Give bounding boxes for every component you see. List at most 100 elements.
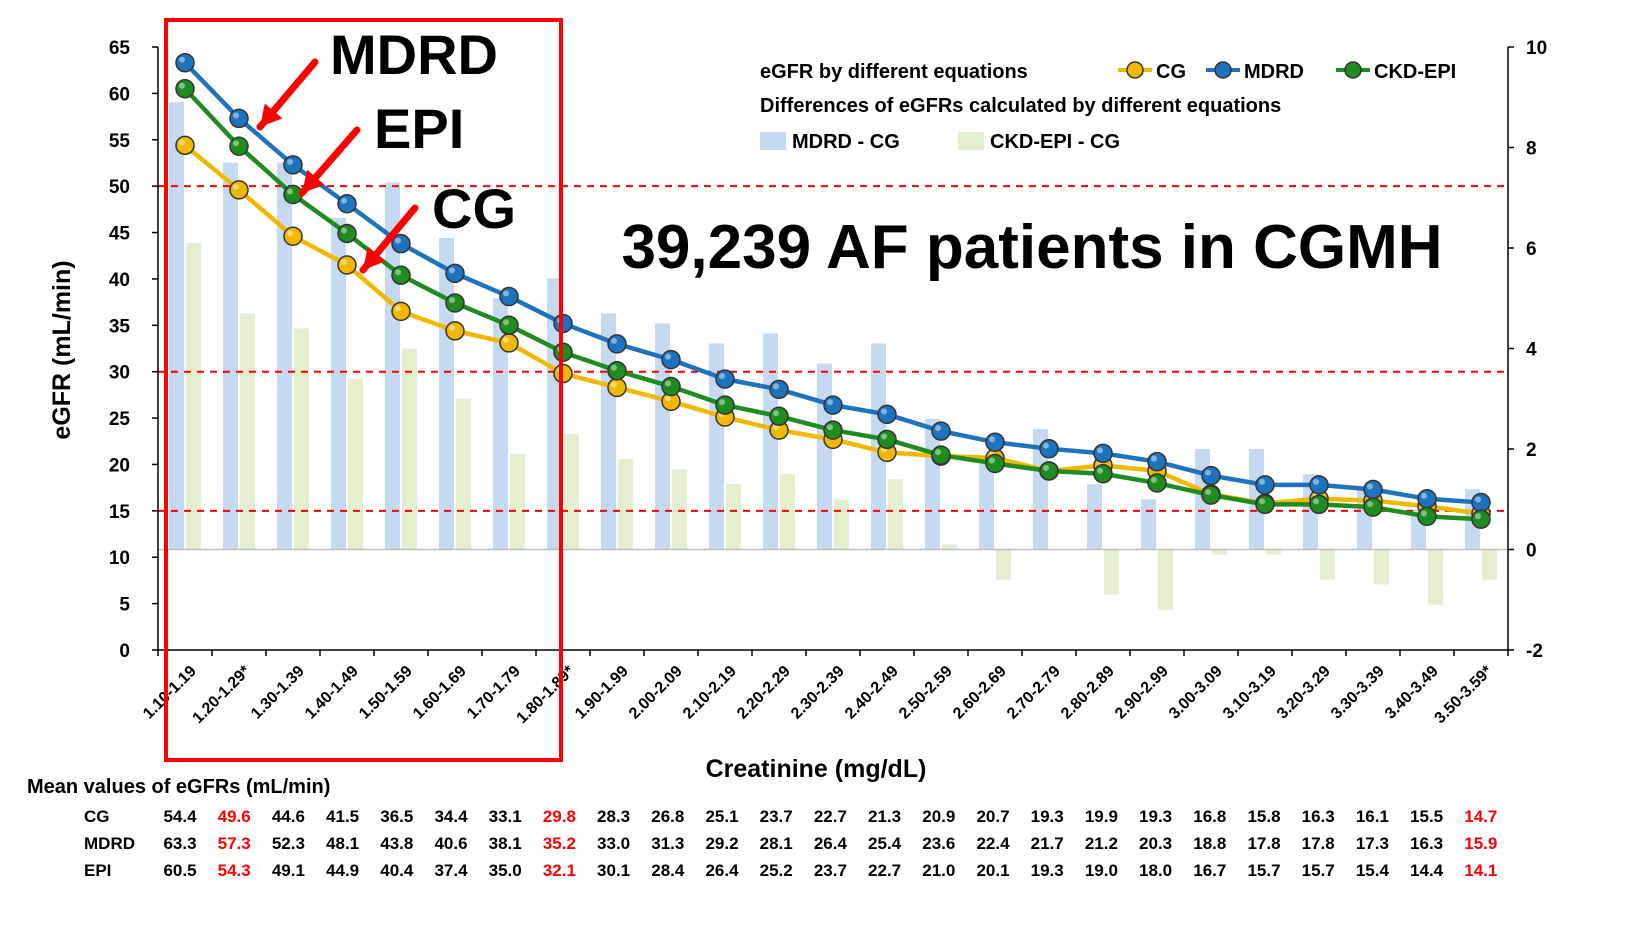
series-line-cg xyxy=(183,143,1482,516)
y-tick-label: 15 xyxy=(109,502,131,523)
table-cell: 20.7 xyxy=(976,807,1009,826)
bar-ckdepi-cg-3 xyxy=(348,378,363,550)
bar-mdrd-cg-2 xyxy=(277,162,292,550)
point-highlight xyxy=(341,227,347,234)
x-tick-label: 2.50-2.59 xyxy=(896,663,956,723)
table-cell: 29.8 xyxy=(543,807,576,826)
x-tick-label: 3.10-3.19 xyxy=(1220,663,1280,723)
point-mdrd-24 xyxy=(1471,492,1491,513)
table-cell: 49.1 xyxy=(272,861,305,880)
legend-label-ckdepi: CKD-EPI xyxy=(1374,61,1456,83)
table-cell: 43.8 xyxy=(380,834,413,853)
bar-ckdepi-cg-8 xyxy=(618,459,633,550)
table-cell: 17.8 xyxy=(1247,834,1280,853)
table-cell: 15.4 xyxy=(1356,861,1390,880)
point-ckdepi-12 xyxy=(823,420,843,440)
point-highlight xyxy=(1151,477,1157,484)
table-cell: 19.9 xyxy=(1085,807,1118,826)
bar-mdrd-cg-1 xyxy=(223,162,238,550)
legend-bar-swatch xyxy=(958,132,984,150)
bar-ckdepi-cg-24 xyxy=(1482,549,1497,580)
point-cg-0 xyxy=(175,135,195,156)
bar-ckdepi-cg-21 xyxy=(1320,549,1335,580)
point-highlight xyxy=(827,424,833,431)
point-ckdepi-19 xyxy=(1201,485,1221,505)
legend-label-mdrd: MDRD xyxy=(1244,61,1304,83)
point-cg-1 xyxy=(229,180,249,200)
bar-ckdepi-cg-7 xyxy=(564,433,579,550)
point-highlight xyxy=(395,269,401,276)
bar-ckdepi-cg-15 xyxy=(996,549,1011,580)
label-epi: EPI xyxy=(374,97,464,160)
x-tick-label: 1.60-1.69 xyxy=(410,663,470,723)
table-cell: 25.4 xyxy=(868,834,902,853)
point-mdrd-1 xyxy=(229,108,249,129)
point-ckdepi-5 xyxy=(445,293,465,313)
point-ckdepi-11 xyxy=(769,406,789,426)
x-tick-label: 2.10-2.19 xyxy=(680,663,740,723)
point-highlight xyxy=(773,383,779,390)
annotations: 39,239 AF patients in CGMH MDRD EPI CG xyxy=(164,18,1443,762)
table-cell: 17.8 xyxy=(1302,834,1335,853)
point-highlight xyxy=(611,381,617,388)
point-highlight xyxy=(719,373,725,380)
table-cell: 28.1 xyxy=(760,834,793,853)
point-ckdepi-18 xyxy=(1147,473,1167,493)
bar-mdrd-cg-0 xyxy=(169,102,184,550)
point-mdrd-11 xyxy=(769,379,789,400)
point-mdrd-8 xyxy=(607,334,627,354)
x-tick-label: 2.00-2.09 xyxy=(626,663,686,723)
table-cell: 37.4 xyxy=(434,861,468,880)
y2-tick-label: 0 xyxy=(1526,541,1537,562)
point-mdrd-14 xyxy=(931,421,951,441)
y-tick-label: 20 xyxy=(109,455,130,476)
x-tick-label: 3.00-3.09 xyxy=(1166,663,1226,723)
point-highlight xyxy=(503,290,509,297)
table-cell: 21.0 xyxy=(922,861,955,880)
difference-bars xyxy=(169,102,1497,610)
x-tick-label: 1.90-1.99 xyxy=(572,663,632,723)
point-highlight xyxy=(719,399,725,406)
y-tick-label: 65 xyxy=(109,38,131,59)
label-cg: CG xyxy=(432,177,516,240)
table-cell: 15.5 xyxy=(1410,807,1443,826)
bar-ckdepi-cg-14 xyxy=(942,544,957,550)
point-highlight xyxy=(1259,498,1265,505)
point-highlight xyxy=(935,425,941,432)
point-highlight xyxy=(1313,498,1319,505)
point-ckdepi-9 xyxy=(661,376,681,397)
point-mdrd-17 xyxy=(1093,443,1113,464)
y2-tick-label: 4 xyxy=(1526,340,1537,361)
legend-marker xyxy=(1126,61,1144,79)
x-tick-label: 3.50-3.59* xyxy=(1432,662,1497,727)
table-cell: 35.2 xyxy=(543,834,576,853)
table-cell: 18.8 xyxy=(1193,834,1226,853)
point-highlight xyxy=(1475,513,1481,520)
point-highlight xyxy=(287,188,293,195)
table-cell: 35.0 xyxy=(489,861,522,880)
point-mdrd-22 xyxy=(1363,479,1383,500)
y-tick-label: 50 xyxy=(109,177,130,198)
point-highlight xyxy=(1313,478,1319,485)
table-cell: 28.3 xyxy=(597,807,630,826)
point-mdrd-10 xyxy=(715,369,735,389)
legend-bar-swatch xyxy=(760,132,786,150)
table-cell: 44.9 xyxy=(326,861,359,880)
legend-marker xyxy=(1214,61,1232,79)
x-tick-label: 1.30-1.39 xyxy=(248,663,308,723)
arrow-epi-head xyxy=(302,169,325,193)
bar-mdrd-cg-3 xyxy=(331,217,346,550)
point-highlight xyxy=(881,408,887,415)
point-highlight xyxy=(1097,467,1103,474)
point-highlight xyxy=(1367,483,1373,490)
point-highlight xyxy=(989,457,995,464)
highlight-box xyxy=(164,18,563,762)
bar-ckdepi-cg-5 xyxy=(456,398,471,550)
table-cell: 25.1 xyxy=(705,807,738,826)
point-ckdepi-17 xyxy=(1093,463,1113,484)
table-cell: 26.4 xyxy=(705,861,739,880)
point-highlight xyxy=(611,364,617,371)
table-row-label: CG xyxy=(84,807,110,826)
point-highlight xyxy=(665,380,671,387)
point-highlight xyxy=(1043,464,1049,471)
